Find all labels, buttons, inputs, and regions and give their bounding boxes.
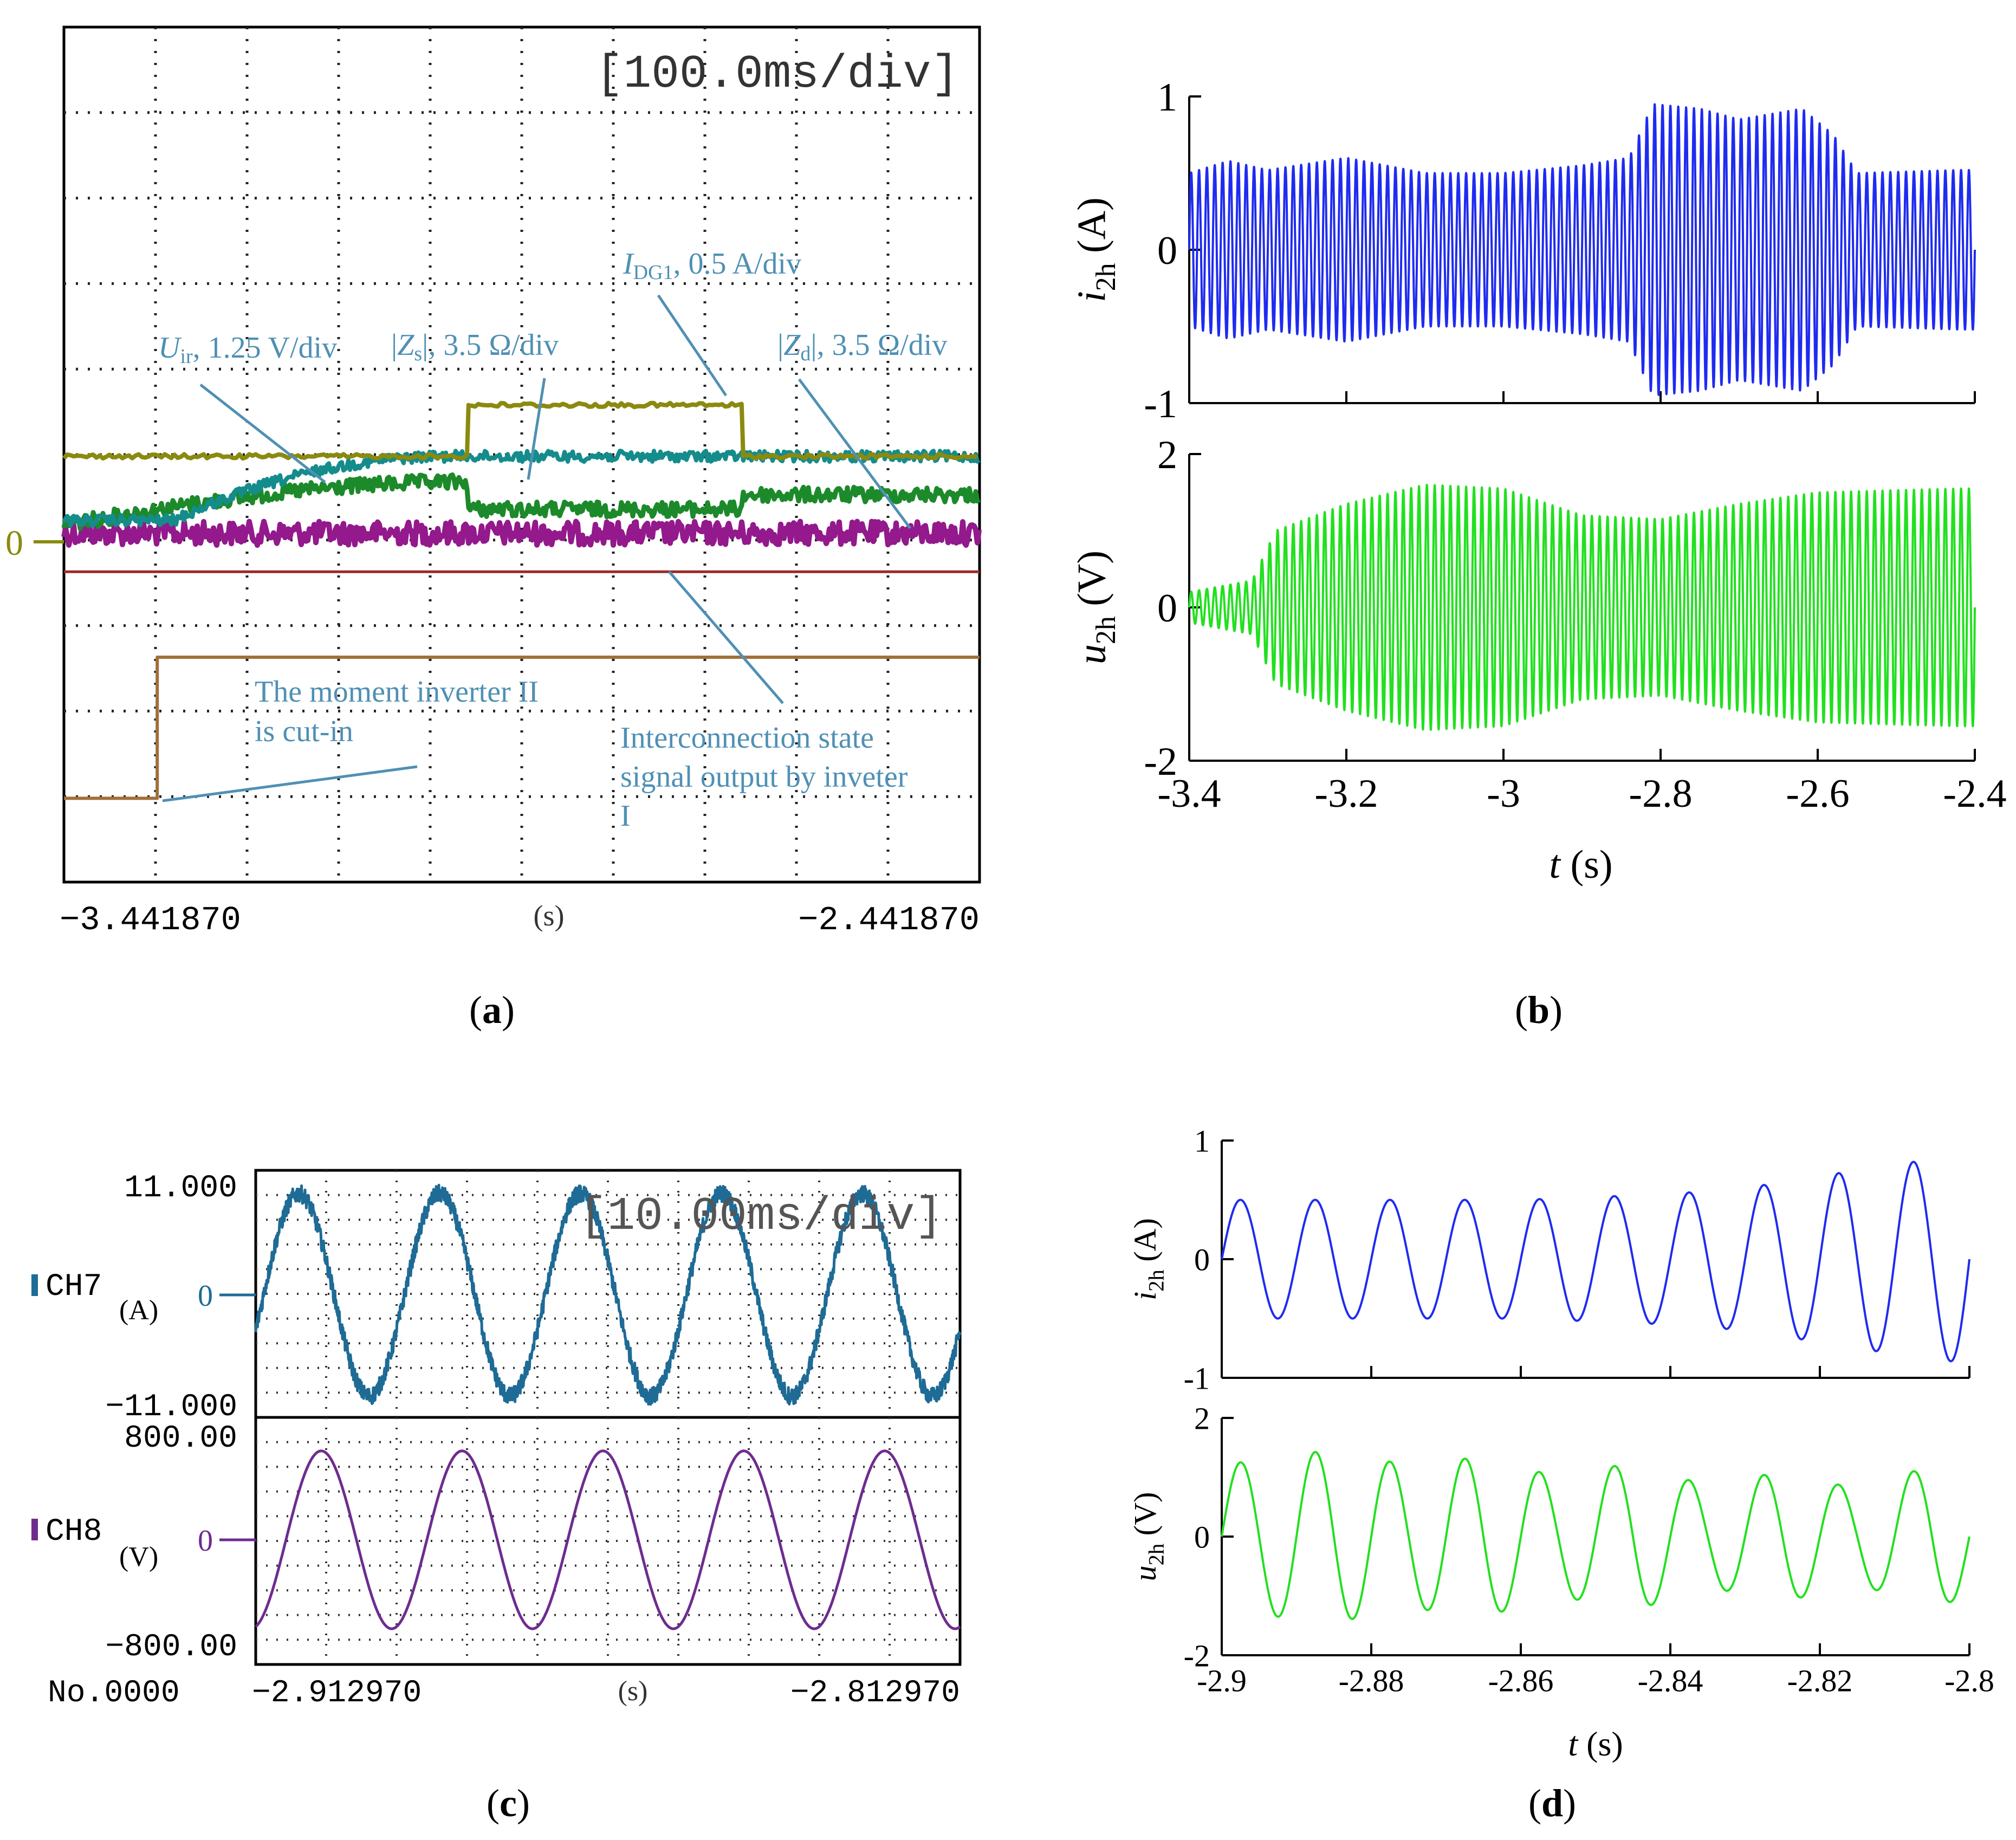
- x-tick-label: -2.9: [1197, 1663, 1247, 1699]
- ch7-marker: [31, 1274, 38, 1296]
- y-tick-label: -1: [1144, 382, 1177, 426]
- label-zd: |Zd|, 3.5 Ω/div: [777, 328, 947, 365]
- annotation-cutin-1: The moment inverter II: [255, 675, 539, 709]
- ch7-name: CH7: [46, 1269, 102, 1305]
- scope-c-grid: [256, 1170, 960, 1664]
- trace-cutin: [64, 656, 980, 800]
- ch7-unit: (A): [119, 1295, 158, 1326]
- scope-c-traces: [254, 1183, 962, 1630]
- x-tick-label: -2.8: [1629, 772, 1692, 816]
- ch8-ymax: 800.00: [124, 1421, 237, 1456]
- trace-i2h: [1188, 103, 1976, 396]
- x-label-d: t (s): [1568, 1725, 1623, 1763]
- x-tick-label: -2.6: [1786, 772, 1849, 816]
- label-zs: |Zs|, 3.5 Ω/div: [391, 328, 559, 365]
- scope-c-timebase: [10.00ms/div]: [579, 1190, 943, 1243]
- trace-zd: [61, 519, 982, 548]
- x-unit-a: (s): [534, 899, 565, 932]
- y-axis-label: u2h (V): [1070, 550, 1122, 664]
- x-tick-label: -2.4: [1943, 772, 2006, 816]
- ch7-ymax: 11.000: [124, 1171, 237, 1206]
- ch7-zero: 0: [198, 1279, 213, 1313]
- plot-b: 1 0 -1 i2h (A) 2 0 -2-3.4 -3.2 -3 -2.8 -2.6 -2.4 u2h…: [1070, 75, 2007, 816]
- trace-idg1: [62, 400, 978, 461]
- annotation-interconnect-1: Interconnection state: [620, 721, 874, 755]
- y-tick-label: 0: [1157, 229, 1177, 273]
- zero-marker-a: 0: [5, 523, 23, 563]
- y-tick-label: -1: [1184, 1360, 1210, 1396]
- footer-c: No.0000: [48, 1676, 180, 1711]
- x-label-b: t (s): [1549, 843, 1612, 887]
- x-end-a: −2.441870: [798, 901, 980, 940]
- panel-a: [100.0ms/div] 0 IDG1, 0.5 A/div Uir, 1.2…: [5, 25, 982, 1032]
- panel-label-c: (c): [487, 1781, 530, 1825]
- y-tick-label: 2: [1194, 1401, 1210, 1436]
- trace-ch7: [254, 1183, 962, 1406]
- x-tick-label: -3: [1487, 772, 1520, 816]
- trace-u2h: [1221, 1451, 1970, 1620]
- trace-i2h: [1221, 1161, 1970, 1363]
- trace-ch8: [255, 1449, 961, 1630]
- x-unit-c: (s): [618, 1676, 648, 1707]
- panel-label-a: (a): [469, 988, 515, 1032]
- scope-a-traces: [61, 400, 982, 800]
- label-idg1: IDG1, 0.5 A/div: [623, 247, 801, 284]
- x-tick-label: -2.86: [1488, 1663, 1554, 1699]
- y-tick-label: -2: [1144, 740, 1177, 784]
- panel-label-d: (d): [1528, 1781, 1576, 1825]
- ch8-ymin: −800.00: [105, 1630, 237, 1665]
- y-tick-label: 0: [1157, 586, 1177, 631]
- label-uir: Uir, 1.25 V/div: [158, 331, 337, 368]
- y-tick-label: 1: [1194, 1123, 1210, 1158]
- y-axis-label: u2h (V): [1127, 1492, 1169, 1582]
- ch8-zero: 0: [198, 1524, 213, 1558]
- panel-c: [10.00ms/div] 11.000 CH7 (A) 0 −11.000 8…: [31, 1169, 962, 1825]
- scope-a-timebase: [100.0ms/div]: [595, 48, 959, 101]
- plot-d: 1 0 -1 i2h (A) 2 0 -2-2.9 -2.88 -2.86 -2.84 -2.82 -…: [1127, 1123, 1994, 1698]
- x-tick-label: -2.82: [1787, 1663, 1853, 1699]
- y-axis-label: i2h (A): [1127, 1218, 1169, 1300]
- x-tick-label: -3.4: [1157, 772, 1221, 816]
- trace-u2h: [1188, 483, 1976, 731]
- x-tick-label: -2.88: [1339, 1663, 1404, 1699]
- x-start-a: −3.441870: [60, 901, 241, 940]
- leader-lines-a: [162, 294, 912, 802]
- y-tick-label: -2: [1184, 1638, 1210, 1673]
- x-end-c: −2.812970: [790, 1676, 960, 1711]
- ch8-marker: [31, 1519, 38, 1540]
- panel-b: 1 0 -1 i2h (A) 2 0 -2-3.4 -3.2 -3 -2.8 -2.6 -2.4 u2h…: [1070, 75, 2007, 1032]
- annotation-interconnect-2: signal output by inveter: [620, 760, 908, 794]
- ch8-unit: (V): [119, 1541, 158, 1572]
- panel-label-b: (b): [1515, 988, 1563, 1032]
- y-tick-label: 2: [1157, 433, 1177, 477]
- x-tick-label: -3.2: [1314, 772, 1378, 816]
- ch7-ymin: −11.000: [105, 1390, 237, 1425]
- x-start-c: −2.912970: [252, 1676, 422, 1711]
- y-tick-label: 0: [1194, 1242, 1210, 1277]
- ch8-name: CH8: [46, 1514, 102, 1550]
- x-tick-label: -2.84: [1638, 1663, 1703, 1699]
- annotation-interconnect-3: I: [620, 799, 631, 833]
- annotation-cutin-2: is cut-in: [255, 715, 353, 748]
- x-tick-label: -2.8: [1944, 1663, 1994, 1699]
- panel-d: 1 0 -1 i2h (A) 2 0 -2-2.9 -2.88 -2.86 -2.84 -2.82 -…: [1127, 1123, 1994, 1825]
- y-tick-label: 1: [1157, 75, 1177, 120]
- y-axis-label: i2h (A): [1070, 197, 1122, 302]
- y-tick-label: 0: [1194, 1519, 1210, 1554]
